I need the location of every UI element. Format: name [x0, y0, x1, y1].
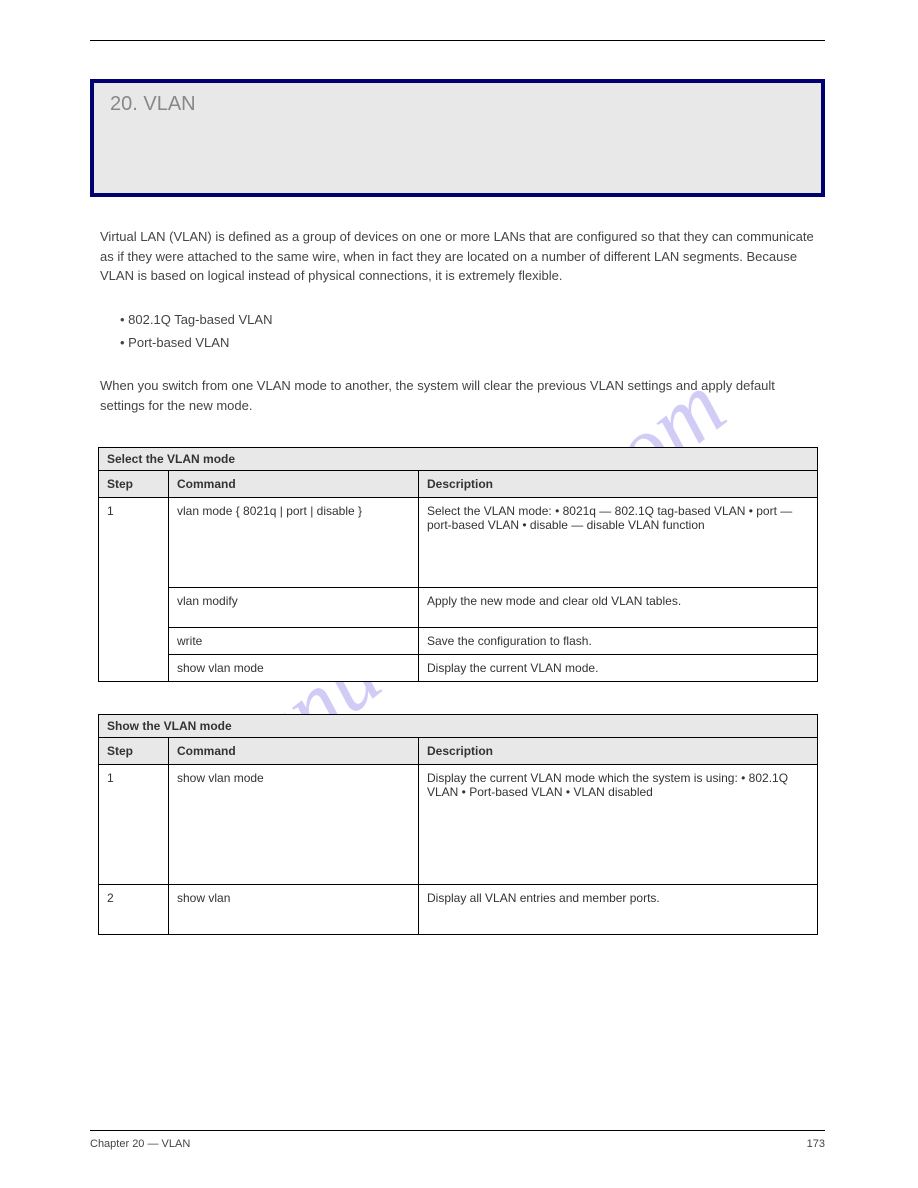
table-cell: Select the VLAN mode: • 8021q — 802.1Q t… — [419, 498, 818, 588]
footer: Chapter 20 — VLAN 173 — [90, 1138, 825, 1150]
note-paragraph: When you switch from one VLAN mode to an… — [100, 376, 815, 415]
footer-left: Chapter 20 — VLAN — [90, 1138, 190, 1150]
table-cell: Save the configuration to flash. — [419, 628, 818, 655]
table-cell: vlan mode { 8021q | port | disable } — [169, 498, 419, 588]
table-caption: Show the VLAN mode — [99, 715, 818, 738]
col-step: Step — [99, 471, 169, 498]
title-box: 20. VLAN — [90, 79, 825, 197]
table-cell: Apply the new mode and clear old VLAN ta… — [419, 588, 818, 628]
intro-paragraph: Virtual LAN (VLAN) is defined as a group… — [100, 227, 815, 286]
top-rule — [90, 40, 825, 41]
table-cell: write — [169, 628, 419, 655]
table-cell: show vlan — [169, 885, 419, 935]
table-cell: 1 — [99, 498, 169, 682]
title-heading: 20. VLAN — [110, 93, 196, 115]
config-list: 802.1Q Tag-based VLAN Port-based VLAN — [120, 308, 825, 355]
bottom-rule — [90, 1130, 825, 1131]
table-cell: Display the current VLAN mode. — [419, 655, 818, 682]
page-body: 20. VLAN Virtual LAN (VLAN) is defined a… — [90, 40, 825, 967]
footer-right: 173 — [807, 1138, 825, 1150]
col-cmd: Command — [169, 471, 419, 498]
col-cmd: Command — [169, 738, 419, 765]
col-step: Step — [99, 738, 169, 765]
config-item: Port-based VLAN — [120, 331, 825, 354]
table-caption: Select the VLAN mode — [99, 448, 818, 471]
table-cell: Display the current VLAN mode which the … — [419, 765, 818, 885]
config-item: 802.1Q Tag-based VLAN — [120, 308, 825, 331]
table-cell: show vlan mode — [169, 655, 419, 682]
vlan-show-table: Show the VLAN mode Step Command Descript… — [98, 714, 818, 935]
table-cell: 1 — [99, 765, 169, 885]
table-cell: show vlan mode — [169, 765, 419, 885]
table-cell: 2 — [99, 885, 169, 935]
col-desc: Description — [419, 471, 818, 498]
vlan-mode-table: Select the VLAN mode Step Command Descri… — [98, 447, 818, 682]
table-cell: vlan modify — [169, 588, 419, 628]
table-cell: Display all VLAN entries and member port… — [419, 885, 818, 935]
col-desc: Description — [419, 738, 818, 765]
